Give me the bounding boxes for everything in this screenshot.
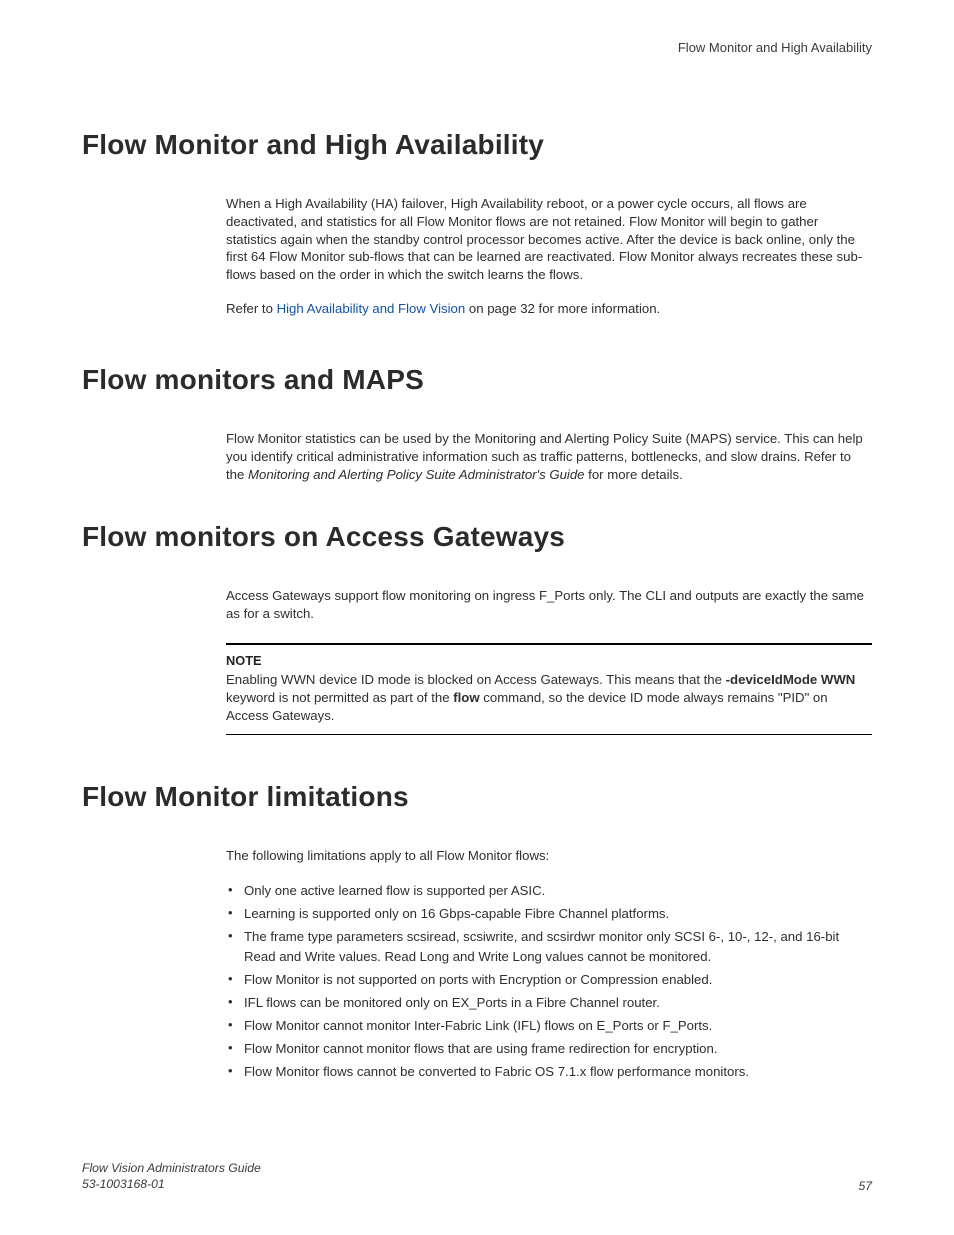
footer-page-number: 57 <box>858 1179 872 1193</box>
xref-ha-flowvision[interactable]: High Availability and Flow Vision <box>277 301 466 316</box>
list-item: Flow Monitor cannot monitor flows that a… <box>226 1039 872 1058</box>
footer-doc-title: Flow Vision Administrators Guide <box>82 1161 261 1177</box>
para-lim-intro: The following limitations apply to all F… <box>226 847 872 865</box>
running-header: Flow Monitor and High Availability <box>82 40 872 55</box>
page-footer: Flow Vision Administrators Guide 53-1003… <box>82 1161 872 1193</box>
section-body-ag: Access Gateways support flow monitoring … <box>226 587 872 735</box>
list-item: Only one active learned flow is supporte… <box>226 881 872 900</box>
note-rule-bottom <box>226 734 872 735</box>
bold-flow: flow <box>453 690 479 705</box>
section-body-ha: When a High Availability (HA) failover, … <box>226 195 872 318</box>
text: for more details. <box>585 467 683 482</box>
para-ag: Access Gateways support flow monitoring … <box>226 587 872 623</box>
note-rule-top <box>226 643 872 645</box>
section-title-maps: Flow monitors and MAPS <box>82 364 872 396</box>
limitations-list: Only one active learned flow is supporte… <box>226 881 872 1081</box>
list-item: Flow Monitor cannot monitor Inter-Fabric… <box>226 1016 872 1035</box>
section-title-ha: Flow Monitor and High Availability <box>82 129 872 161</box>
doc-title-italic: Monitoring and Alerting Policy Suite Adm… <box>248 467 585 482</box>
footer-left: Flow Vision Administrators Guide 53-1003… <box>82 1161 261 1193</box>
section-title-lim: Flow Monitor limitations <box>82 781 872 813</box>
section-body-maps: Flow Monitor statistics can be used by t… <box>226 430 872 483</box>
note-heading: NOTE <box>226 653 872 668</box>
text: keyword is not permitted as part of the <box>226 690 453 705</box>
list-item: Flow Monitor flows cannot be converted t… <box>226 1062 872 1081</box>
para-maps: Flow Monitor statistics can be used by t… <box>226 430 872 483</box>
text: Refer to <box>226 301 277 316</box>
list-item: Learning is supported only on 16 Gbps-ca… <box>226 904 872 923</box>
list-item: IFL flows can be monitored only on EX_Po… <box>226 993 872 1012</box>
page: Flow Monitor and High Availability Flow … <box>0 0 954 1235</box>
section-body-lim: The following limitations apply to all F… <box>226 847 872 1081</box>
section-title-ag: Flow monitors on Access Gateways <box>82 521 872 553</box>
text: on page 32 for more information. <box>465 301 660 316</box>
bold-deviceidmode: -deviceIdMode WWN <box>726 672 856 687</box>
list-item: Flow Monitor is not supported on ports w… <box>226 970 872 989</box>
list-item: The frame type parameters scsiread, scsi… <box>226 927 872 965</box>
para-ha-1: When a High Availability (HA) failover, … <box>226 195 872 284</box>
footer-doc-number: 53-1003168-01 <box>82 1177 261 1193</box>
note-text: Enabling WWN device ID mode is blocked o… <box>226 671 872 724</box>
para-ha-2: Refer to High Availability and Flow Visi… <box>226 300 872 318</box>
text: Enabling WWN device ID mode is blocked o… <box>226 672 726 687</box>
note-block: NOTE Enabling WWN device ID mode is bloc… <box>226 653 872 724</box>
